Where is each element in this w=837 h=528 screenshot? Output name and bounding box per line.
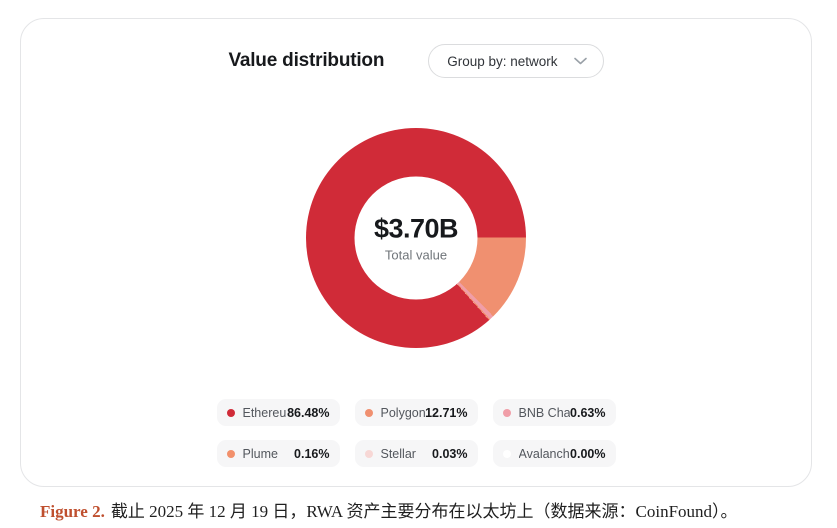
- legend-dot-icon: [502, 408, 511, 417]
- legend-row: Plume 0.16% Stellar 0.03% Avalanch…0.00%: [216, 440, 616, 467]
- legend-item-value: 86.48%: [287, 405, 330, 420]
- legend-item[interactable]: Polygon 12.71%: [354, 399, 478, 426]
- legend-dot-icon: [364, 408, 373, 417]
- legend-dot-icon: [364, 449, 373, 458]
- legend-item-label: Avalanch…: [518, 446, 571, 461]
- figure-caption: Figure 2. 截止 2025 年 12 月 19 日，RWA 资产主要分布在…: [40, 497, 820, 522]
- chart-title: Value distribution: [228, 50, 385, 71]
- legend-item[interactable]: Stellar 0.03%: [354, 440, 478, 467]
- legend-item-label: Plume: [242, 446, 278, 461]
- donut-center: $3.70B Total value: [354, 176, 478, 300]
- legend-item-value: 0.03%: [432, 446, 468, 461]
- legend-item[interactable]: Avalanch…0.00%: [492, 440, 616, 467]
- legend-item-label: BNB Cha…: [518, 405, 571, 420]
- figure-caption-text: 截止 2025 年 12 月 19 日，RWA 资产主要分布在以太坊上（数据来源…: [110, 502, 738, 521]
- legend-item[interactable]: Ethereu…86.48%: [216, 399, 340, 426]
- legend-dot-icon: [226, 408, 235, 417]
- legend-item-label: Ethereu…: [242, 405, 288, 420]
- total-value-label: Total value: [384, 247, 448, 263]
- legend-dot-icon: [502, 449, 511, 458]
- legend-item-value: 12.71%: [425, 405, 468, 420]
- group-by-dropdown[interactable]: Group by: network: [428, 44, 604, 78]
- legend-item-value: 0.63%: [570, 405, 606, 420]
- legend-item-value: 0.00%: [570, 446, 606, 461]
- group-by-dropdown-label: Group by: network: [447, 53, 558, 69]
- legend-item-label: Stellar: [380, 446, 416, 461]
- total-value: $3.70B: [373, 213, 459, 244]
- donut-chart[interactable]: $3.70B Total value: [306, 128, 526, 348]
- value-distribution-card: Value distribution Group by: network $3.…: [20, 18, 812, 487]
- figure-label: Figure 2.: [40, 502, 105, 521]
- card-header: Value distribution Group by: network: [21, 44, 811, 78]
- legend-item-value: 0.16%: [294, 446, 330, 461]
- legend-item-label: Polygon: [380, 405, 426, 420]
- legend-dot-icon: [226, 449, 235, 458]
- chevron-down-icon: [573, 57, 587, 65]
- legend-item[interactable]: BNB Cha…0.63%: [492, 399, 616, 426]
- donut-chart-area: $3.70B Total value: [21, 128, 811, 348]
- legend-item[interactable]: Plume 0.16%: [216, 440, 340, 467]
